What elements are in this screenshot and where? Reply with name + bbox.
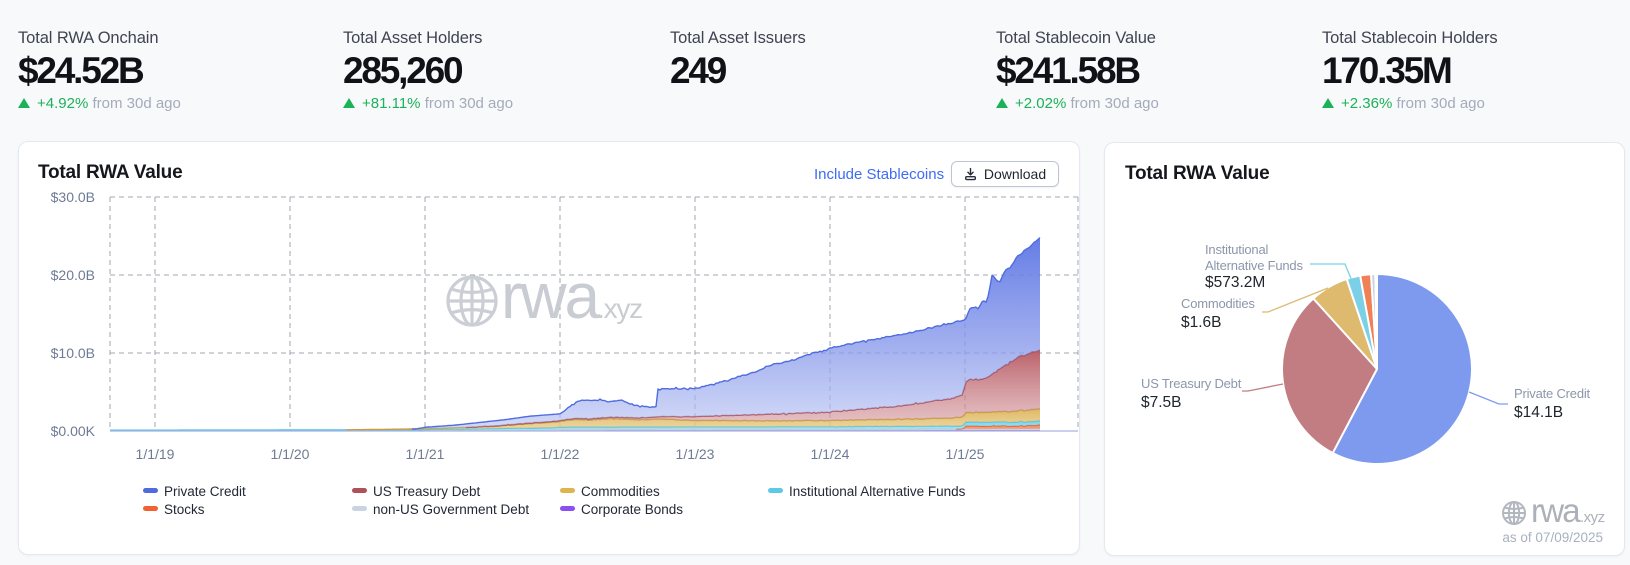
svg-text:Private Credit: Private Credit [1514,386,1591,401]
svg-text:Commodities: Commodities [1181,296,1255,311]
svg-text:1/1/20: 1/1/20 [271,446,310,462]
svg-text:Institutional Alternative Fund: Institutional Alternative Funds [789,484,966,499]
svg-text:rwa: rwa [1531,492,1581,529]
svg-text:non-US Government Debt: non-US Government Debt [373,502,529,517]
svg-text:1/1/23: 1/1/23 [676,446,715,462]
svg-text:rwa: rwa [501,260,601,332]
svg-text:Institutional: Institutional [1205,242,1268,257]
svg-text:Private Credit: Private Credit [164,484,246,499]
svg-text:as of 07/09/2025: as of 07/09/2025 [1502,530,1603,545]
svg-text:$20.0B: $20.0B [51,267,95,283]
svg-text:$14.1B: $14.1B [1514,404,1563,421]
svg-text:US Treasury Debt: US Treasury Debt [1141,376,1242,391]
svg-text:$1.6B: $1.6B [1181,314,1222,331]
svg-text:$573.2M: $573.2M [1205,274,1265,291]
svg-text:$10.0B: $10.0B [51,345,95,361]
svg-text:.xyz: .xyz [1580,509,1605,526]
svg-text:1/1/21: 1/1/21 [406,446,445,462]
svg-text:Alternative Funds: Alternative Funds [1205,258,1303,273]
svg-text:1/1/19: 1/1/19 [136,446,175,462]
svg-text:.xyz: .xyz [597,293,642,324]
svg-text:US Treasury Debt: US Treasury Debt [373,484,481,499]
svg-text:$30.0B: $30.0B [51,189,95,205]
svg-text:1/1/25: 1/1/25 [946,446,985,462]
svg-text:Corporate Bonds: Corporate Bonds [581,502,683,517]
svg-text:$0.00K: $0.00K [51,423,96,439]
svg-text:1/1/22: 1/1/22 [541,446,580,462]
svg-text:$7.5B: $7.5B [1141,394,1182,411]
svg-text:1/1/24: 1/1/24 [811,446,850,462]
svg-text:Commodities: Commodities [581,484,660,499]
svg-text:Stocks: Stocks [164,502,205,517]
